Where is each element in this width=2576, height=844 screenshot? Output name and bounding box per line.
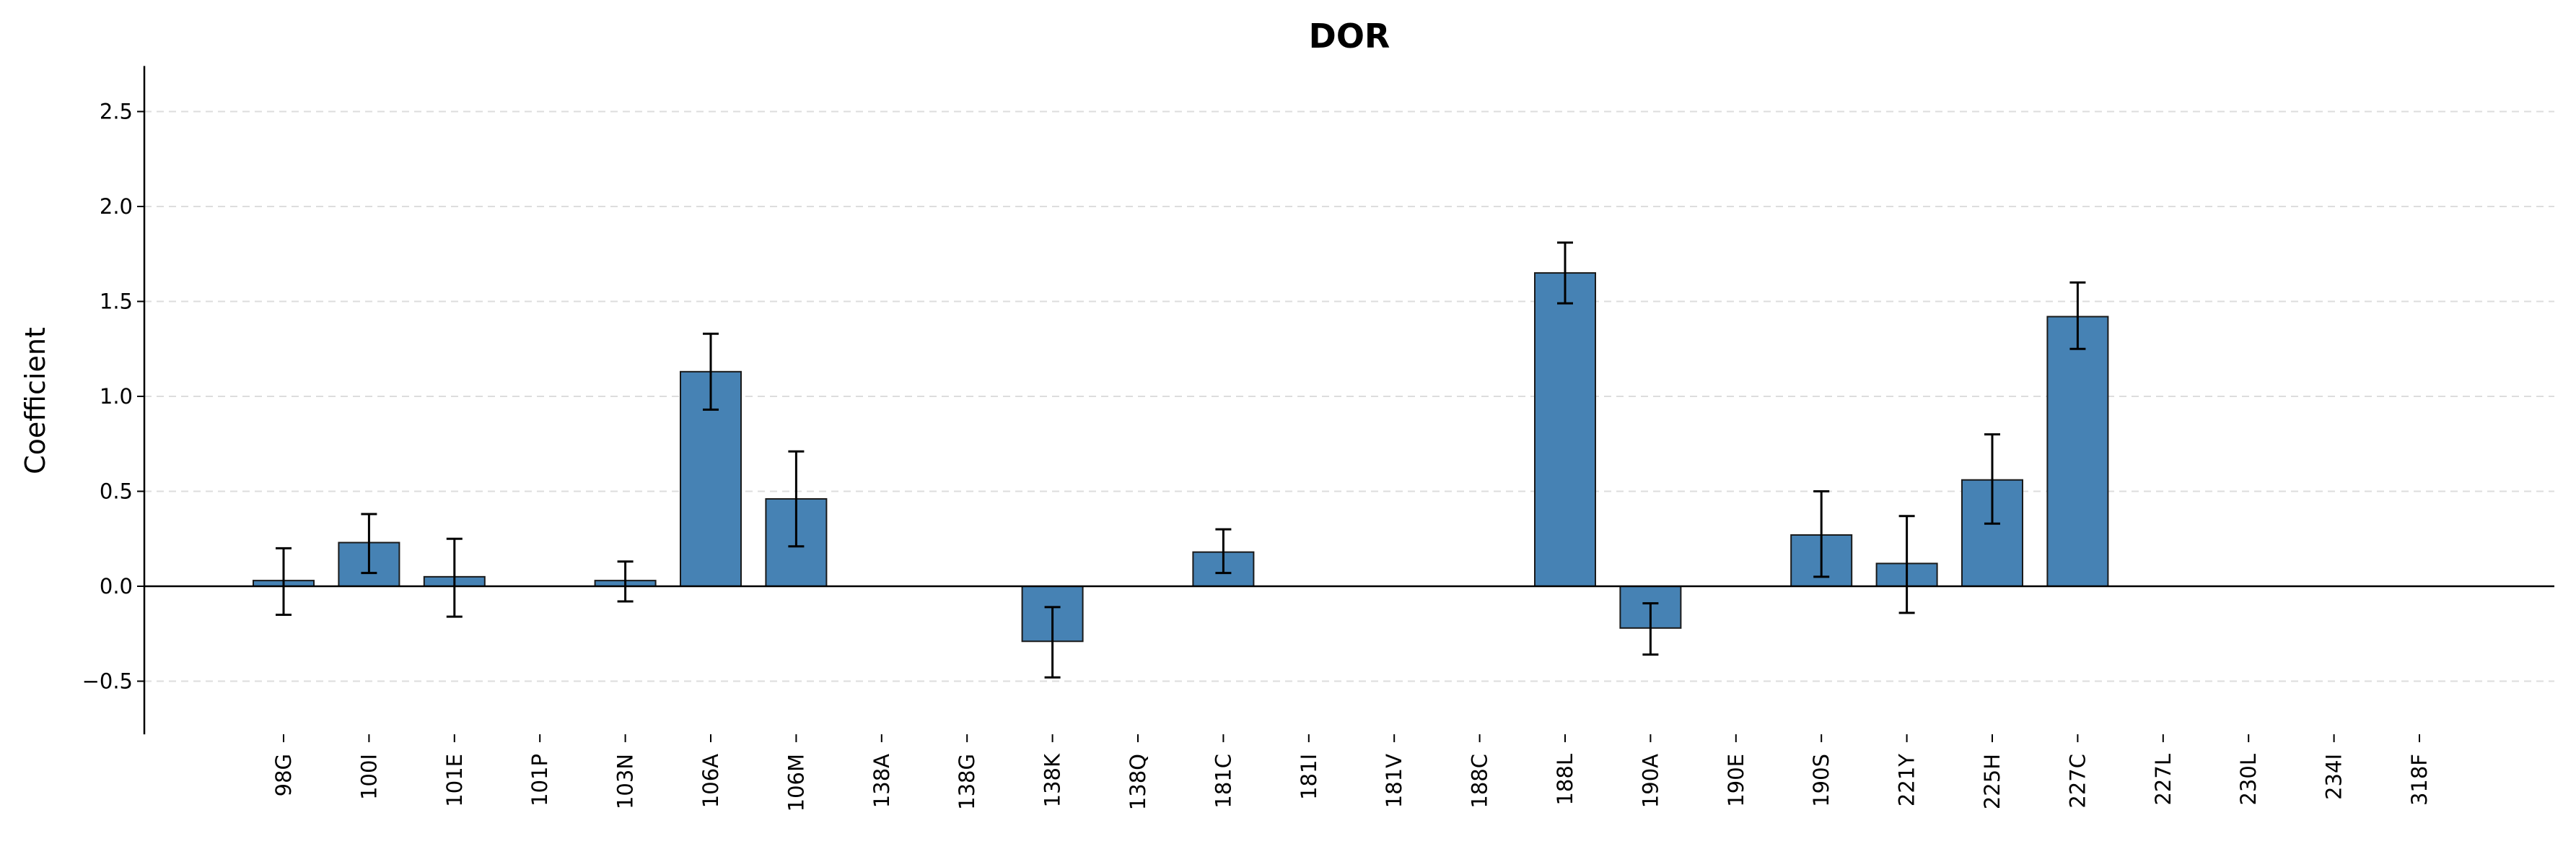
x-tick-label: 190S: [1809, 754, 1834, 807]
y-tick-label: 2.5: [100, 100, 133, 124]
x-tick-label: 227C: [2065, 754, 2090, 809]
x-tick-label: 138G: [955, 754, 979, 810]
x-tick-label: 318F: [2407, 754, 2432, 806]
x-tick-label: 100I: [356, 754, 381, 800]
bars: [253, 241, 2450, 679]
axes: −0.5 0.0 0.5 1.0 1.5 2.0 2.5 98G 100I 101E 101P 103…: [82, 66, 2554, 812]
x-tick-label: 234I: [2322, 754, 2347, 800]
x-tick-label: 138A: [869, 754, 894, 808]
y-tick-label: 2.0: [100, 194, 133, 219]
x-tick-label: 106A: [698, 754, 723, 808]
x-tick-label: 227L: [2151, 754, 2176, 806]
x-tick-label: 98G: [271, 754, 296, 796]
x-tick-label: 106M: [784, 754, 808, 812]
bar: [1534, 272, 1596, 587]
y-axis-title: Coefficient: [19, 327, 51, 474]
x-tick-label: 101P: [527, 754, 552, 806]
x-tick-label: 138Q: [1126, 754, 1150, 810]
x-tick-label: 181C: [1211, 754, 1235, 809]
x-tick-label: 101E: [442, 754, 467, 807]
y-tick-label: 1.0: [100, 384, 133, 409]
y-tick-label: 0.5: [100, 479, 133, 504]
y-tick-label: 1.5: [100, 290, 133, 314]
x-tick-label: 190A: [1638, 754, 1662, 808]
x-tick-label: 190E: [1724, 754, 1748, 807]
grid-lines: [144, 110, 2554, 682]
x-tick-label: 225H: [1980, 754, 2005, 809]
x-tick-label: 221Y: [1895, 754, 1919, 806]
x-tick-label: 138K: [1041, 753, 1065, 807]
y-tick-label: 0.0: [100, 574, 133, 599]
x-tick-label: 103N: [613, 754, 638, 809]
x-tick-label: 188C: [1468, 754, 1492, 809]
x-tick-label: 230L: [2236, 754, 2261, 806]
x-tick-label: 181V: [1382, 754, 1406, 808]
bar: [2046, 316, 2109, 587]
x-tick-label: 188L: [1553, 754, 1577, 806]
y-tick-label: −0.5: [82, 669, 133, 694]
x-tick-label: 181I: [1297, 754, 1321, 800]
chart-title: DOR: [1309, 17, 1390, 56]
